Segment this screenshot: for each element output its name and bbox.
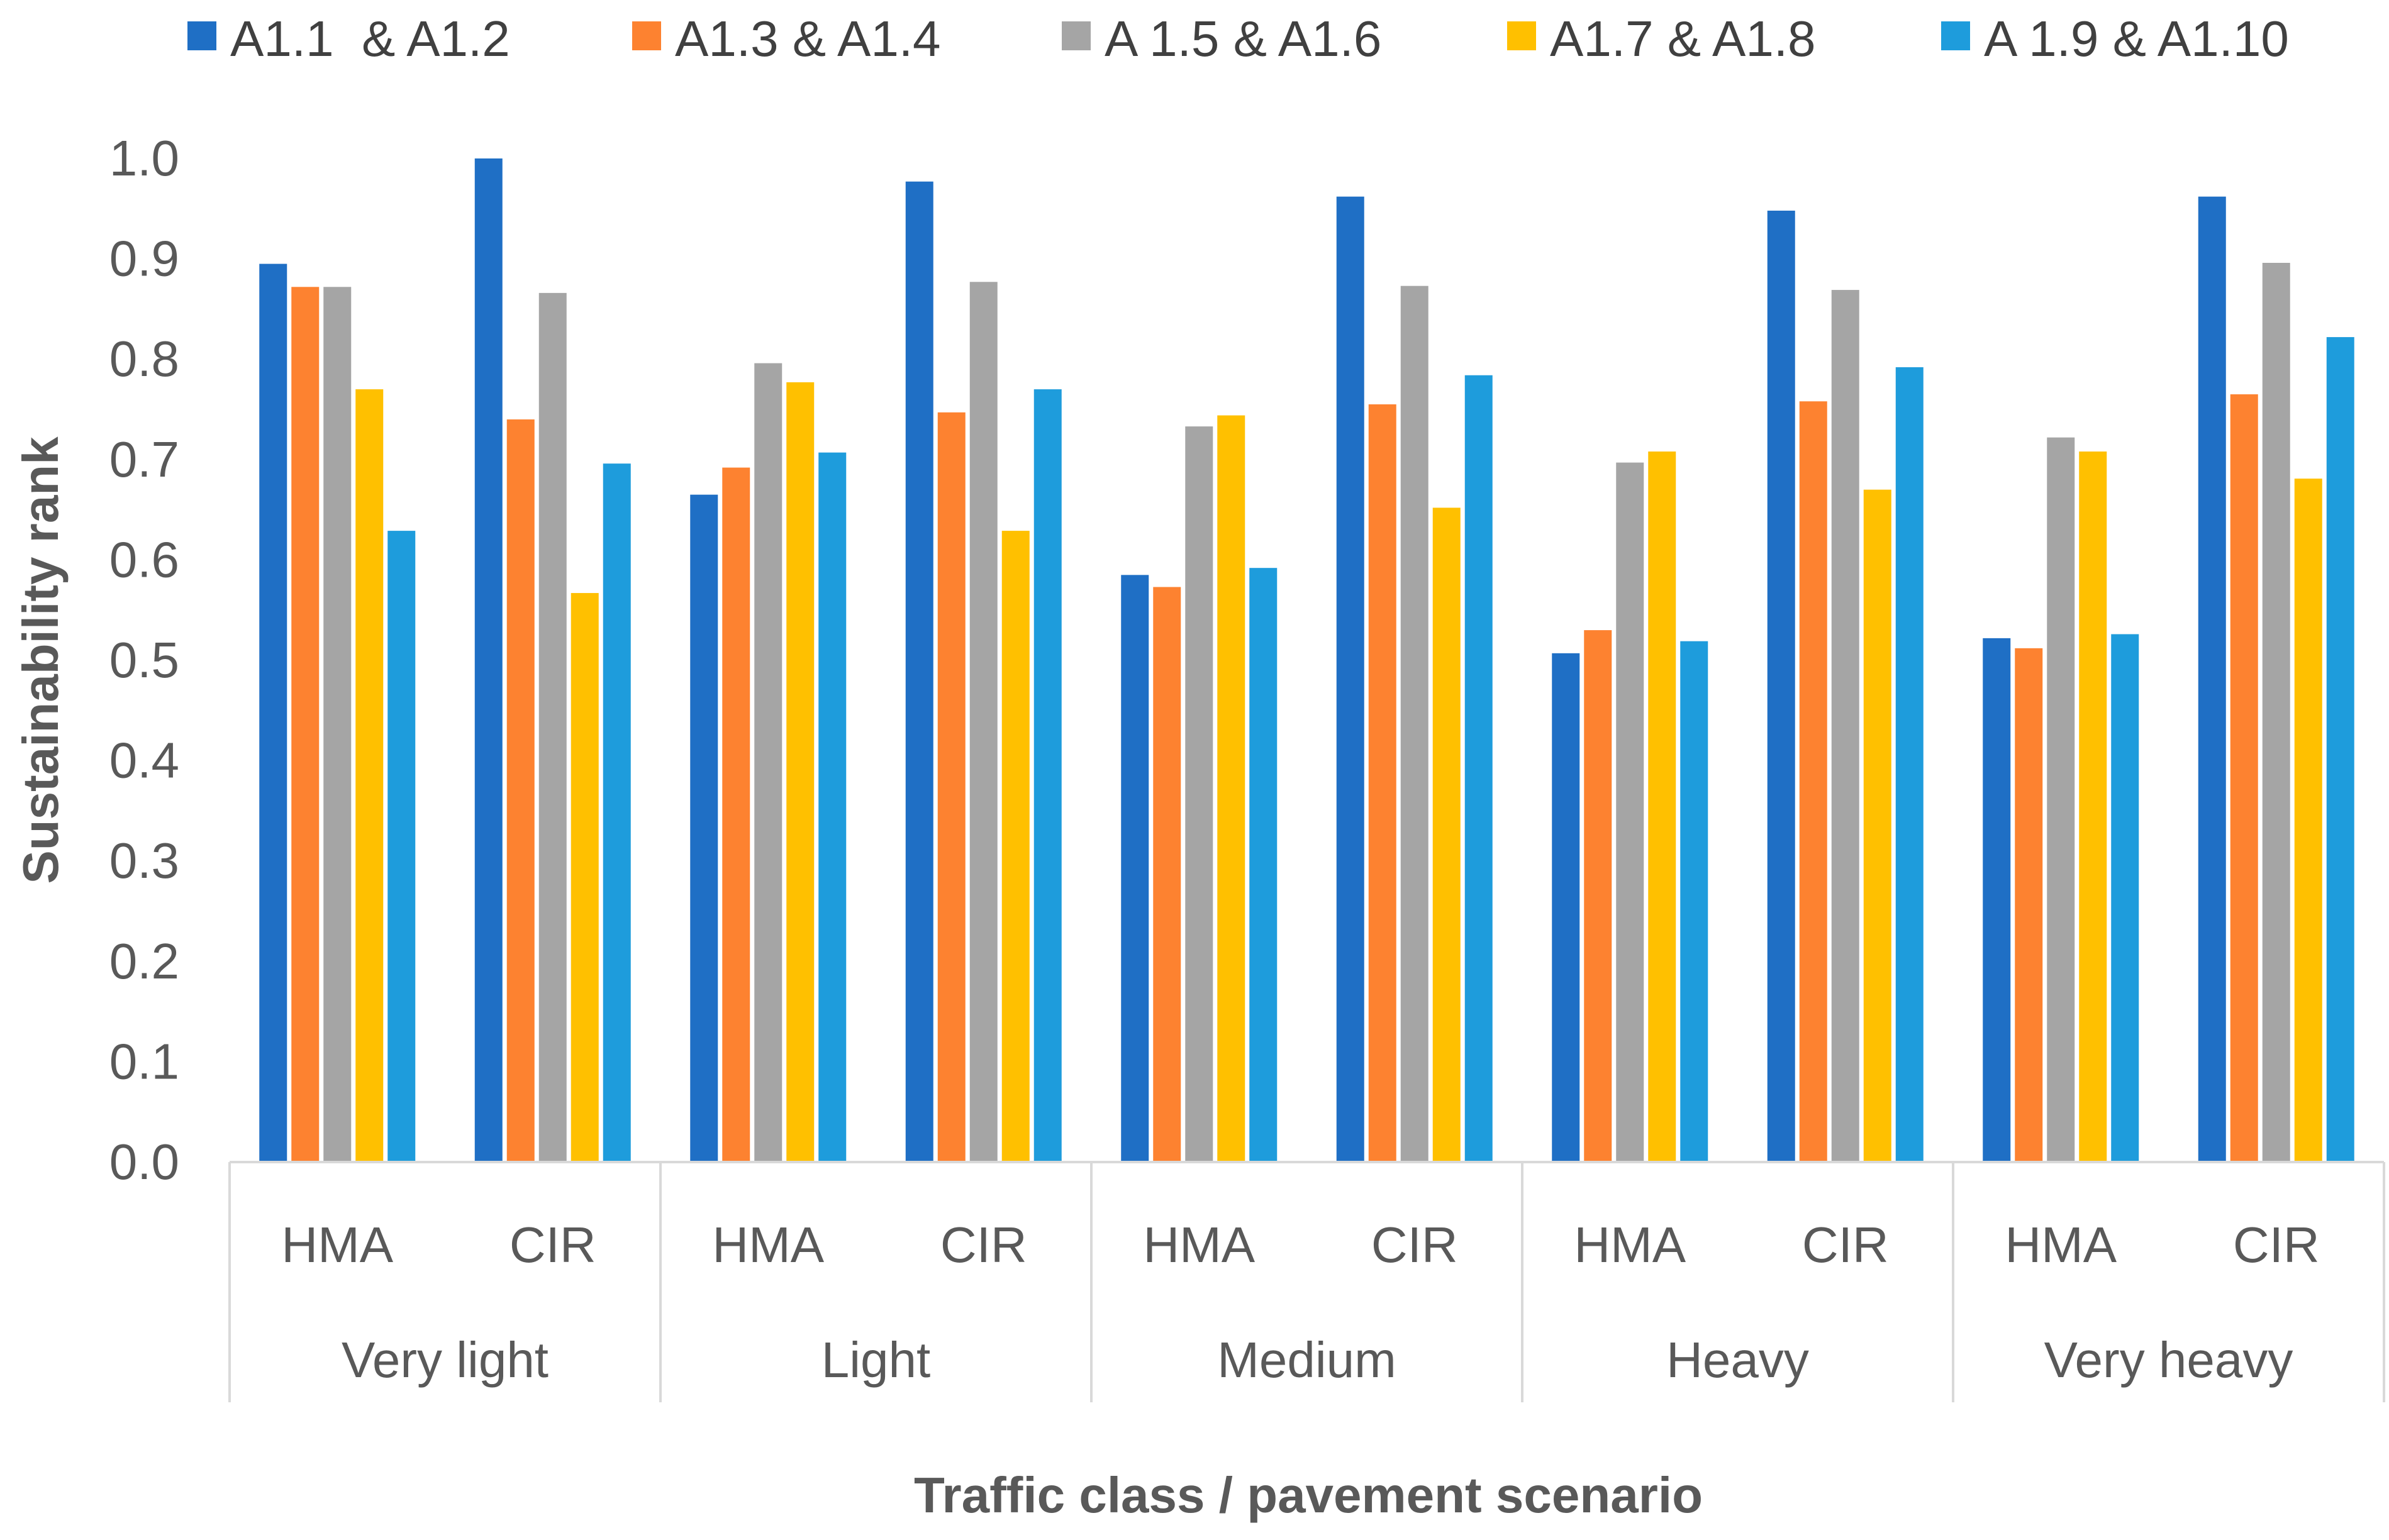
x-subcategory-label: CIR [1371,1217,1458,1273]
legend-item: A 1.9 & A1.10 [1941,11,2289,67]
bar [2111,634,2139,1162]
legend-swatch [1507,21,1536,50]
bar [2015,648,2043,1162]
bar [2326,337,2354,1162]
x-group-label: Very light [342,1332,549,1388]
bar [1153,587,1181,1162]
bar [1616,462,1644,1162]
x-group-label: Medium [1217,1332,1396,1388]
legend-label: A 1.9 & A1.10 [1984,11,2289,67]
y-tick-label: 0.9 [109,231,179,287]
bar [1217,415,1245,1163]
bar [786,382,815,1163]
y-axis: 0.0 0.1 0.2 0.3 0.4 0.5 0.6 0.7 0.8 0.9 1.0 [109,130,179,1190]
legend-swatch [632,21,661,50]
bar [2047,437,2075,1162]
legend-label: A1.7 & A1.8 [1550,11,1816,67]
legend-item: A 1.5 & A1.6 [1062,11,1381,67]
y-axis-title: Sustainability rank [13,436,69,884]
bar [905,181,933,1162]
bar [1368,404,1396,1162]
bar [1799,401,1827,1163]
x-group-label: Light [821,1332,930,1388]
bar [259,263,287,1163]
y-tick-label: 0.8 [109,331,179,387]
legend-item: A1.1 & A1.2 [187,11,510,67]
x-axis-title: Traffic class / pavement scenario [914,1467,1703,1523]
x-subcategory-label: CIR [2233,1217,2320,1273]
legend-swatch [1062,21,1091,50]
bar [571,593,599,1162]
y-tick-label: 0.6 [109,531,179,587]
legend-swatch [187,21,216,50]
y-tick-label: 0.2 [109,933,179,989]
y-tick-label: 0.1 [109,1033,179,1089]
bar [1584,630,1612,1162]
bar [1680,641,1708,1162]
legend-label: A 1.5 & A1.6 [1105,11,1381,67]
bar [754,363,782,1162]
legend-swatch [1941,21,1970,50]
bar [2294,479,2322,1162]
bar [969,282,998,1163]
x-axis: HMA CIR HMA CIR HMA CIR HMA CIR HMA CIR Very light… [228,1161,2385,1402]
bar [474,158,503,1162]
bar [1249,568,1278,1162]
bar [323,287,352,1163]
x-group-label: Heavy [1666,1332,1809,1388]
bar [1185,426,1213,1162]
legend-label: A1.1 & A1.2 [230,11,510,67]
y-tick-label: 0.0 [109,1134,179,1190]
legend-item: A1.7 & A1.8 [1507,11,1816,67]
legend-label: A1.3 & A1.4 [675,11,941,67]
x-subcategory-label: HMA [1574,1217,1686,1273]
x-subcategory-label: HMA [1143,1217,1255,1273]
bar [818,452,847,1163]
bar [1033,389,1062,1162]
legend: A1.1 & A1.2 A1.3 & A1.4 A 1.5 & A1.6 A1.7 &… [187,11,2289,67]
bar [722,467,750,1162]
bar [2230,394,2258,1162]
bar [506,419,535,1163]
bar [2198,196,2226,1163]
bar [2079,451,2107,1162]
bar [1121,575,1149,1162]
x-subcategory-label: CIR [940,1217,1027,1273]
bar [937,412,966,1162]
bar [1336,196,1364,1163]
bar [1831,290,1859,1163]
bar [1432,507,1461,1163]
y-tick-label: 0.7 [109,431,179,487]
bar [291,287,320,1163]
bar [1464,375,1493,1162]
bar [690,494,718,1163]
x-subcategory-label: CIR [510,1217,596,1273]
bar [387,531,416,1162]
bar [1552,653,1580,1162]
bar [1983,638,2011,1162]
bar [603,463,631,1162]
y-tick-label: 1.0 [109,130,179,186]
bar [1400,285,1428,1162]
bar [355,389,384,1162]
y-tick-label: 0.5 [109,632,179,688]
y-tick-label: 0.3 [109,833,179,889]
bar [1895,367,1924,1162]
bar [1767,210,1795,1163]
x-subcategory-label: HMA [281,1217,393,1273]
x-subcategory-label: CIR [1802,1217,1889,1273]
bar [2262,262,2290,1162]
x-group-label: Very heavy [2044,1332,2293,1388]
bar [538,292,567,1162]
x-subcategory-label: HMA [2005,1217,2117,1273]
bar [1001,531,1030,1162]
bar [1863,489,1891,1163]
y-tick-label: 0.4 [109,733,179,789]
bars [259,158,2354,1163]
legend-item: A1.3 & A1.4 [632,11,941,67]
bar [1648,451,1676,1162]
x-subcategory-label: HMA [712,1217,824,1273]
